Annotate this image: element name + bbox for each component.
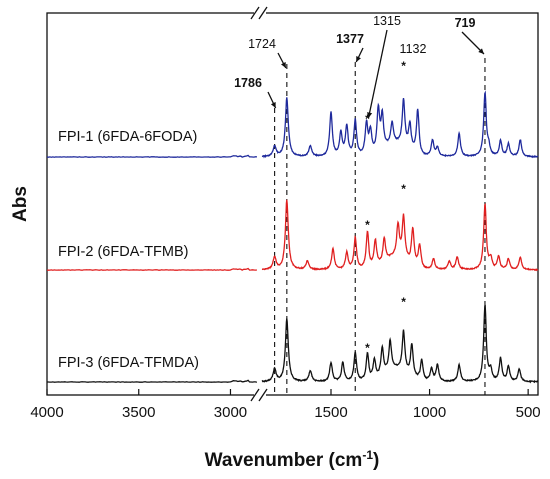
- series-name-label: FPI-2 (6FDA-TFMB): [58, 244, 189, 260]
- series-line: [47, 304, 539, 384]
- arrow-head: [270, 102, 276, 108]
- x-tick-label: 1500: [314, 404, 347, 421]
- x-tick-label: 3500: [122, 404, 155, 421]
- y-axis-title: Abs: [10, 186, 31, 222]
- axis-break-bottom: [250, 388, 268, 402]
- x-axis-title: Wavenumber (cm-1): [205, 448, 380, 471]
- peak-star-marker: *: [365, 112, 370, 126]
- dashed-reference-lines: [274, 58, 486, 395]
- x-tick-label: 1000: [413, 404, 446, 421]
- peak-annotation: 1786: [234, 76, 262, 90]
- peak-annotation: 1377: [336, 32, 364, 46]
- annotation-arrow: [367, 29, 388, 119]
- x-axis-title-sup: -1: [362, 448, 373, 462]
- series-name-label: FPI-1 (6FDA-6FODA): [58, 129, 197, 145]
- x-tick-label: 4000: [30, 404, 63, 421]
- arrow-head: [478, 48, 484, 54]
- labels-layer: FPI-1 (6FDA-6FODA) * * FPI-2 (6FDA-TFMB) * * F…: [58, 14, 485, 371]
- arrow-head: [356, 56, 361, 62]
- peak-star-marker: *: [365, 341, 370, 355]
- arrow-head: [367, 112, 373, 118]
- peak-annotation: 1315: [373, 14, 401, 28]
- spectra-layer: [46, 90, 539, 384]
- x-axis-title-text: Wavenumber (cm: [205, 450, 363, 471]
- peak-star-marker: *: [401, 59, 406, 73]
- arrow-head: [281, 62, 286, 68]
- axis-break-top: [250, 6, 268, 20]
- peak-annotation: 1132: [400, 42, 427, 56]
- peak-star-marker: *: [401, 182, 406, 196]
- x-axis-title-close: ): [373, 450, 379, 471]
- peak-star-marker: *: [365, 218, 370, 232]
- x-tick-label: 3000: [214, 404, 247, 421]
- ticks-layer: 4000 3500 3000 1500 1000 500: [30, 389, 541, 421]
- x-tick-label: 500: [516, 404, 541, 421]
- series-line: [46, 90, 539, 159]
- peak-annotation: 719: [455, 16, 476, 30]
- series-name-label: FPI-3 (6FDA-TFMDA): [58, 355, 199, 371]
- series-line: [47, 199, 539, 272]
- peak-annotation: 1724: [248, 37, 276, 51]
- peak-star-marker: *: [401, 295, 406, 309]
- plot-frame: [46, 12, 539, 396]
